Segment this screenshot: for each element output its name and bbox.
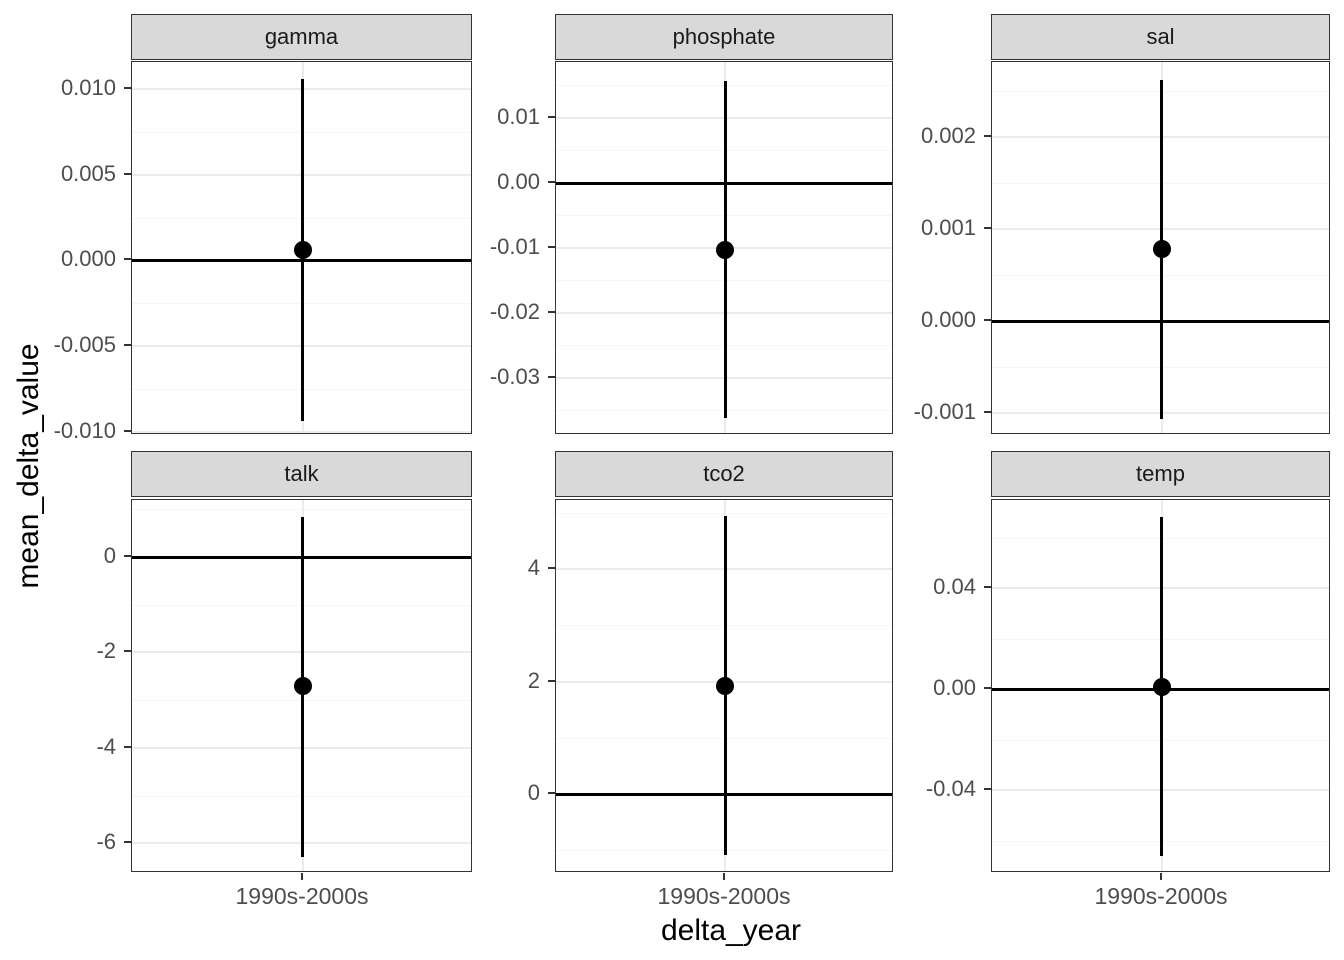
y-tick-mark [984,135,991,137]
y-tick-mark [984,687,991,689]
y-tick-label: -0.01 [489,234,540,259]
facet-panel [131,499,472,872]
data-point [294,241,312,259]
y-tick-mark [548,246,555,248]
y-tick-label: -2 [96,638,116,663]
facet-strip-label: tco2 [703,461,745,486]
y-tick-mark [124,555,131,557]
data-point [716,241,734,259]
y-tick-label: 4 [527,555,540,580]
y-axis-title: mean_delta_value [12,343,45,589]
facet-panel [131,61,472,434]
facet-strip: talk [131,451,472,497]
y-tick-label: 0.002 [920,123,976,148]
y-tick-label: 0.010 [60,75,116,100]
y-tick-mark [124,344,131,346]
y-tick-label: 0.00 [933,675,976,700]
facet-strip: sal [991,14,1330,60]
facet-strip: temp [991,451,1330,497]
data-point [716,677,734,695]
y-tick-mark [124,746,131,748]
y-tick-mark [548,181,555,183]
facet-strip-label: phosphate [672,24,776,49]
facet-panel [991,499,1330,872]
y-tick-label: -0.02 [489,299,540,324]
x-tick-label: 1990s-2000s [235,883,369,909]
y-tick-mark [984,227,991,229]
y-tick-mark [548,680,555,682]
data-point [1153,678,1171,696]
y-tick-label: 0 [103,543,116,568]
y-tick-label: 0.005 [60,161,116,186]
facet-strip-label: temp [1136,461,1185,486]
y-tick-mark [548,567,555,569]
data-point [1153,240,1171,258]
x-tick-mark [301,873,303,880]
y-tick-mark [548,376,555,378]
y-tick-mark [548,311,555,313]
facet-strip: gamma [131,14,472,60]
y-tick-label: 0.000 [920,307,976,332]
y-tick-mark [984,319,991,321]
y-tick-label: 0.001 [920,215,976,240]
y-tick-mark [124,173,131,175]
x-axis-title: delta_year [660,914,802,947]
x-tick-label: 1990s-2000s [1094,883,1228,909]
x-tick-mark [723,873,725,880]
grid-major-line [132,431,471,433]
y-tick-label: 2 [527,668,540,693]
data-point [294,677,312,695]
y-tick-mark [124,430,131,432]
facet-panel [555,499,893,872]
y-tick-label: -0.001 [913,399,976,424]
y-tick-label: -0.03 [489,364,540,389]
y-tick-label: -6 [96,829,116,854]
y-tick-label: 0.000 [60,246,116,271]
facet-strip: phosphate [555,14,893,60]
facet-panel [555,61,893,434]
y-tick-label: 0 [527,780,540,805]
facet-strip: tco2 [555,451,893,497]
y-tick-mark [124,650,131,652]
facet-strip-label: talk [284,461,319,486]
y-tick-mark [124,841,131,843]
facet-strip-label: sal [1146,24,1175,49]
y-tick-label: -0.04 [925,776,976,801]
y-tick-label: -0.010 [53,418,116,443]
x-tick-mark [1160,873,1162,880]
y-tick-mark [984,788,991,790]
y-tick-label: -0.005 [53,332,116,357]
y-tick-mark [124,258,131,260]
grid-minor-line [132,509,471,510]
y-tick-mark [124,87,131,89]
y-tick-mark [984,586,991,588]
x-tick-label: 1990s-2000s [657,883,791,909]
y-tick-mark [548,116,555,118]
y-tick-label: 0.04 [933,574,976,599]
y-tick-label: 0.01 [497,104,540,129]
y-tick-mark [548,792,555,794]
y-tick-mark [984,411,991,413]
y-tick-label: -4 [96,734,116,759]
facet-panel [991,61,1330,434]
facet-strip-label: gamma [264,24,339,49]
y-tick-label: 0.00 [497,169,540,194]
